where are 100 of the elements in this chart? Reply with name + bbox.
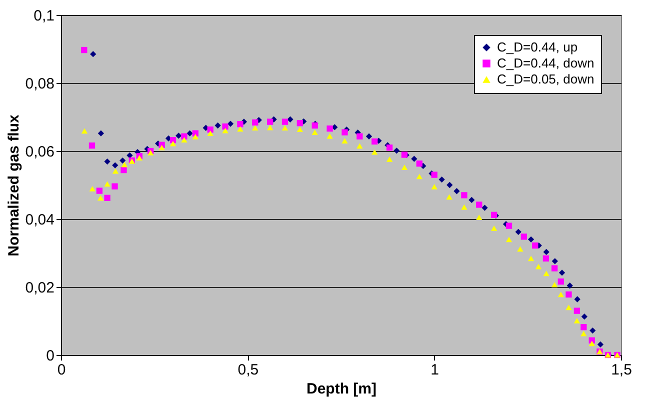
point: [581, 314, 588, 320]
point: [461, 204, 468, 210]
point: [90, 51, 96, 58]
point: [566, 304, 572, 310]
point: [120, 166, 127, 174]
point: [490, 226, 498, 231]
legend-label: C_D=0.05, down: [497, 72, 594, 86]
point: [431, 184, 438, 190]
point: [222, 128, 228, 134]
x-tick-label: 0,5: [238, 362, 259, 378]
point: [535, 264, 542, 270]
y-tick-label: 0: [46, 348, 54, 364]
point: [597, 341, 604, 348]
point: [454, 188, 460, 194]
point: [237, 121, 244, 128]
point: [401, 164, 408, 170]
legend-label: C_D=0.44, up: [497, 40, 578, 54]
point: [237, 126, 244, 132]
point: [416, 160, 422, 167]
point: [580, 330, 587, 336]
point: [528, 256, 534, 262]
point: [342, 138, 348, 144]
point: [121, 162, 128, 168]
point: [81, 46, 88, 54]
point: [372, 138, 378, 145]
point: [468, 196, 475, 204]
point: [446, 182, 453, 188]
point: [326, 125, 333, 132]
point: [590, 327, 596, 334]
point: [170, 140, 176, 146]
point: [112, 183, 118, 190]
point: [528, 236, 534, 242]
point: [476, 202, 482, 208]
point: [566, 282, 573, 289]
point: [574, 318, 580, 324]
point: [266, 118, 274, 125]
point: [532, 242, 538, 249]
point: [176, 132, 182, 139]
point: [342, 129, 348, 136]
point: [366, 133, 372, 140]
point: [192, 134, 198, 140]
point: [148, 150, 154, 156]
point: [207, 130, 214, 136]
point: [386, 144, 393, 151]
point: [411, 156, 418, 162]
point: [282, 125, 288, 131]
point: [574, 296, 580, 302]
y-axis-title: Normalized gas flux: [5, 114, 22, 256]
point: [81, 128, 88, 134]
point: [296, 120, 304, 126]
point: [287, 116, 294, 122]
point: [551, 282, 558, 288]
point: [580, 324, 587, 330]
point: [104, 194, 110, 201]
point: [416, 174, 422, 180]
point: [543, 270, 550, 276]
point: [558, 270, 566, 276]
point: [104, 158, 110, 165]
point: [566, 291, 572, 298]
point: [326, 133, 333, 139]
point: [112, 168, 119, 174]
y-tick-label: 0,06: [25, 144, 54, 160]
point: [543, 248, 550, 256]
x-axis-title: Depth [m]: [306, 380, 376, 398]
point: [104, 181, 110, 187]
point: [98, 130, 104, 136]
point: [386, 156, 393, 162]
point: [476, 214, 482, 220]
point: [356, 133, 363, 140]
point: [97, 195, 104, 201]
point: [431, 172, 438, 178]
point: [158, 144, 165, 150]
point: [282, 118, 288, 125]
point: [558, 278, 564, 285]
y-tick-label: 0,08: [25, 76, 54, 92]
x-tick-label: 1: [430, 362, 440, 378]
point: [89, 186, 96, 192]
point: [214, 122, 221, 129]
point: [558, 292, 564, 298]
point: [252, 119, 258, 126]
point: [88, 142, 96, 149]
point: [438, 176, 445, 183]
point: [296, 126, 304, 132]
point: [266, 124, 274, 130]
point: [181, 133, 188, 140]
point: [517, 246, 524, 252]
point: [356, 143, 363, 149]
point: [252, 125, 258, 131]
point: [574, 308, 580, 314]
point: [520, 234, 528, 240]
point: [506, 222, 512, 229]
y-tick-label: 0,1: [34, 8, 54, 24]
point: [112, 162, 118, 168]
point: [515, 228, 522, 235]
point: [227, 120, 234, 127]
point: [551, 265, 558, 272]
y-tick-label: 0,02: [25, 280, 54, 296]
x-tick-label: 1,5: [611, 362, 632, 378]
point: [461, 192, 468, 198]
y-tick-label: 0,04: [25, 212, 54, 228]
